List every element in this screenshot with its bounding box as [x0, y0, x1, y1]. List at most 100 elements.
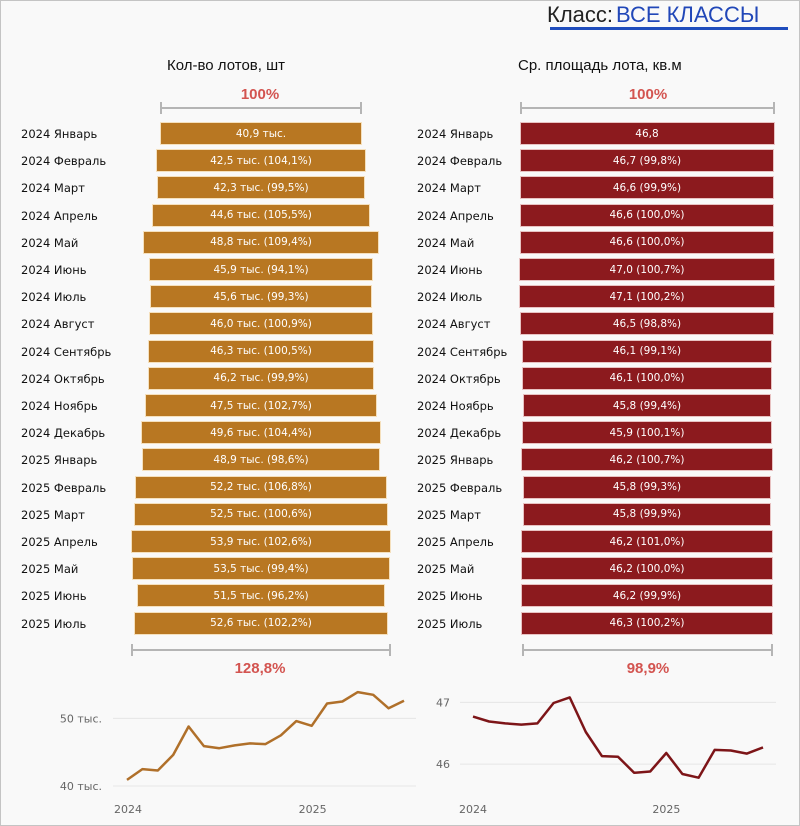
row-label: 2025 Июль — [21, 616, 87, 631]
bar: 46,2 (100,7%) — [521, 448, 773, 472]
bar: 46,7 (99,8%) — [519, 149, 775, 173]
left-panel-title: Кол-во лотов, шт — [167, 57, 285, 74]
bar: 44,6 тыс. (105,5%) — [151, 203, 371, 227]
y-tick-label: 50 тыс. — [60, 712, 102, 725]
y-tick-label: 46 — [436, 758, 450, 771]
x-tick-label: 2024 — [114, 803, 142, 816]
left-line-chart: 40 тыс. 50 тыс. 2024 2025 — [60, 690, 416, 816]
row-label: 2025 Март — [417, 507, 481, 522]
bar: 51,5 тыс. (96,2%) — [136, 584, 386, 608]
row-label: 2024 Январь — [417, 127, 494, 141]
bar: 46,8 — [519, 122, 775, 145]
bar: 46,1 (99,1%) — [521, 339, 773, 363]
bar: 52,5 тыс. (100,6%) — [134, 502, 388, 526]
bar: 47,0 (100,7%) — [518, 258, 776, 281]
bar: 46,6 (99,9%) — [520, 176, 774, 200]
bar: 47,5 тыс. (102,7%) — [145, 394, 377, 417]
left-bottom-pct: 128,8% — [234, 660, 286, 677]
bar: 45,8 (99,9%) — [522, 502, 772, 526]
row-label: 2024 Июль — [21, 290, 87, 305]
right-line-chart: 46 47 2024 2025 — [436, 696, 776, 816]
left-top-bracket — [160, 102, 362, 114]
bar: 46,2 (100,0%) — [521, 557, 773, 581]
left-bottom-bracket — [131, 644, 391, 656]
bar: 46,2 (101,0%) — [521, 530, 773, 553]
row-label: 2024 Февраль — [21, 154, 107, 169]
row-label: 2025 Январь — [417, 453, 494, 468]
bar: 46,5 (98,8%) — [520, 312, 774, 336]
bar: 46,3 (100,2%) — [521, 611, 773, 635]
x-tick-label: 2025 — [652, 803, 680, 816]
bar: 48,8 тыс. (109,4%) — [142, 230, 380, 254]
row-label: 2025 Июнь — [21, 589, 87, 604]
bar: 45,6 тыс. (99,3%) — [149, 285, 373, 309]
bar: 48,9 тыс. (98,6%) — [142, 448, 380, 472]
bar: 46,6 (100,0%) — [520, 230, 774, 254]
row-label: 2024 Март — [417, 181, 481, 196]
row-label: 2024 Август — [21, 317, 95, 332]
row-label: 2024 Июль — [417, 290, 483, 305]
row-label: 2024 Май — [417, 235, 475, 250]
row-label: 2024 Январь — [21, 127, 98, 141]
bar: 46,1 (100,0%) — [521, 366, 773, 390]
class-filter-label: Класс: — [547, 2, 613, 27]
right-top-bracket — [520, 102, 775, 114]
bar: 40,9 тыс. — [160, 122, 362, 145]
bar: 52,6 тыс. (102,2%) — [134, 611, 388, 635]
bar: 46,2 тыс. (99,9%) — [148, 366, 374, 390]
row-label: 2025 Апрель — [21, 535, 98, 549]
bar: 42,5 тыс. (104,1%) — [156, 149, 366, 173]
right-panel-title: Ср. площадь лота, кв.м — [518, 57, 682, 74]
x-tick-label: 2024 — [459, 803, 487, 816]
bar: 49,6 тыс. (104,4%) — [140, 421, 382, 445]
left-top-pct: 100% — [240, 86, 280, 103]
row-label: 2024 Март — [21, 181, 85, 196]
bar: 52,2 тыс. (106,8%) — [135, 475, 387, 499]
row-label: 2024 Ноябрь — [417, 399, 494, 413]
class-filter-underline — [550, 27, 788, 30]
right-bottom-bracket — [522, 644, 773, 656]
bar: 53,9 тыс. (102,6%) — [131, 530, 391, 553]
row-label: 2024 Октябрь — [417, 371, 501, 386]
row-label: 2025 Май — [21, 562, 79, 577]
row-label: 2025 Февраль — [417, 480, 503, 495]
row-label: 2024 Февраль — [417, 154, 503, 169]
row-label: 2024 Декабрь — [21, 426, 106, 441]
right-bottom-pct: 98,9% — [626, 660, 670, 677]
bar: 46,6 (100,0%) — [520, 203, 774, 227]
row-label: 2024 Октябрь — [21, 371, 105, 386]
row-label: 2024 Ноябрь — [21, 399, 98, 413]
row-label: 2025 Июнь — [417, 589, 483, 604]
bar: 53,5 тыс. (99,4%) — [132, 557, 390, 581]
bar: 45,9 тыс. (94,1%) — [149, 258, 373, 281]
row-label: 2025 Март — [21, 507, 85, 522]
row-label: 2024 Апрель — [21, 208, 98, 223]
row-label: 2024 Август — [417, 317, 491, 332]
row-label: 2025 Июль — [417, 616, 483, 631]
row-label: 2024 Декабрь — [417, 426, 502, 441]
class-filter-value[interactable]: ВСЕ КЛАССЫ — [616, 2, 760, 27]
class-filter[interactable]: Класс: ВСЕ КЛАССЫ — [547, 2, 759, 30]
bar: 42,3 тыс. (99,5%) — [156, 176, 366, 200]
bar: 46,0 тыс. (100,9%) — [148, 312, 374, 336]
y-tick-label: 47 — [436, 696, 450, 709]
bar: 46,3 тыс. (100,5%) — [148, 339, 374, 363]
bar: 45,9 (100,1%) — [522, 421, 772, 445]
x-tick-label: 2025 — [299, 803, 327, 816]
row-label: 2024 Июнь — [417, 263, 483, 277]
bar: 45,8 (99,3%) — [522, 475, 772, 499]
row-label: 2025 Февраль — [21, 480, 107, 495]
bar: 45,8 (99,4%) — [522, 394, 772, 417]
row-label: 2025 Май — [417, 562, 475, 577]
y-tick-label: 40 тыс. — [60, 780, 102, 793]
series-line — [472, 696, 764, 779]
row-label: 2024 Апрель — [417, 208, 494, 223]
series-line — [126, 690, 405, 781]
right-top-pct: 100% — [628, 86, 668, 103]
row-label: 2025 Апрель — [417, 535, 494, 549]
row-label: 2024 Июнь — [21, 263, 87, 277]
row-label: 2025 Январь — [21, 453, 98, 468]
row-label: 2024 Сентябрь — [417, 344, 508, 359]
row-label: 2024 Май — [21, 235, 79, 250]
bar: 47,1 (100,2%) — [518, 285, 776, 309]
